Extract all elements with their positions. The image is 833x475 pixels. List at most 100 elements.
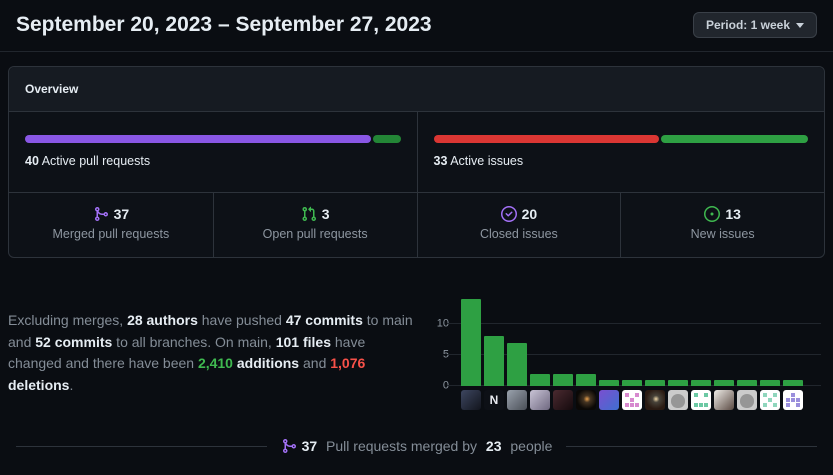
- commit-bar-8: [622, 380, 642, 386]
- stat-new-issues[interactable]: 13 New issues: [620, 193, 824, 257]
- identicon-pattern: [786, 393, 800, 407]
- merged-pull-requests-footer: 37 Pull requests merged by 23 people: [16, 438, 817, 454]
- octocat-default-avatar-icon: [740, 394, 754, 408]
- activity-summary-segment: 1,076: [330, 355, 366, 371]
- activity-summary-segment: and: [299, 355, 331, 371]
- active-pull-requests-label: 40 Active pull requests: [25, 154, 401, 168]
- commit-bar-13: [737, 380, 757, 386]
- commit-bar-2: [484, 336, 504, 386]
- activity-summary-segment: deletions: [8, 376, 70, 393]
- activity-summary-segment: 101 files: [275, 333, 331, 350]
- author-avatar-14[interactable]: [760, 390, 780, 410]
- active-issues-label-segment: 33: [433, 154, 448, 168]
- footer-summary-segment: Pull requests merged by: [322, 438, 481, 454]
- identicon-pattern: [694, 393, 708, 407]
- stat-merged-pull-requests-label: Merged pull requests: [52, 227, 170, 241]
- overview-panel-title: Overview: [9, 67, 824, 112]
- author-avatar-5[interactable]: [553, 390, 573, 410]
- chart-plot-column: N: [447, 288, 821, 410]
- author-avatar-8[interactable]: [622, 390, 642, 410]
- main-content: Excluding merges, 28 authors have pushed…: [8, 288, 825, 410]
- stat-merged-pull-requests-value: 37: [17, 206, 205, 222]
- issues-bar-new-segment: [661, 135, 808, 143]
- overview-panel: Overview 40 Active pull requests 33 Acti…: [8, 66, 825, 258]
- footer-divider-right: [566, 445, 817, 447]
- commit-bar-12: [714, 380, 734, 386]
- author-avatar-4[interactable]: [530, 390, 550, 410]
- activity-summary-segment: additions: [232, 355, 300, 371]
- footer-summary-segment: 23: [485, 438, 502, 454]
- pull-requests-bar-merged-segment: [25, 135, 371, 143]
- activity-summary-segment: 52 commits: [35, 333, 113, 350]
- commit-bar-14: [760, 380, 780, 386]
- y-tick-label-0: 0: [442, 379, 449, 392]
- activity-summary-segment: have changed and there have been: [8, 333, 366, 372]
- overview-stats-row: 37 Merged pull requests 3 Open pull request…: [9, 192, 824, 257]
- period-dropdown-button[interactable]: Period: 1 week: [692, 12, 817, 38]
- active-issues-label-segment: Active issues: [447, 154, 524, 168]
- author-avatar-7[interactable]: [599, 390, 619, 410]
- octocat-default-avatar-icon: [671, 394, 685, 408]
- stat-closed-issues-value: 20: [426, 206, 613, 222]
- chart-plot-area: [447, 288, 821, 386]
- commit-bar-4: [530, 374, 550, 386]
- commit-bar-11: [691, 380, 711, 386]
- author-avatar-15[interactable]: [783, 390, 803, 410]
- author-avatar-6[interactable]: [576, 390, 596, 410]
- stat-closed-issues[interactable]: 20 Closed issues: [416, 193, 621, 257]
- stat-merged-pull-requests-count: 37: [113, 206, 130, 222]
- overview-bars: 40 Active pull requests 33 Active issues: [9, 112, 824, 192]
- activity-summary-segment: to main and: [8, 312, 413, 350]
- git-merge-icon: [282, 439, 296, 453]
- commits-bar-chart: 0 5 10 N: [431, 288, 821, 410]
- stat-new-issues-count: 13: [725, 206, 741, 222]
- author-avatar-11[interactable]: [691, 390, 711, 410]
- active-issues-label: 33 Active issues: [434, 154, 809, 168]
- author-avatar-12[interactable]: [714, 390, 734, 410]
- identicon-pattern: [763, 393, 777, 407]
- stat-closed-issues-count: 20: [521, 206, 538, 222]
- git-pull-request-icon: [302, 206, 316, 222]
- author-avatar-9[interactable]: [645, 390, 665, 410]
- stat-open-pull-requests[interactable]: 3 Open pull requests: [212, 193, 417, 257]
- stat-open-pull-requests-value: 3: [222, 206, 409, 222]
- issues-progress-bar: [433, 135, 808, 143]
- stat-merged-pull-requests[interactable]: 37 Merged pull requests: [9, 193, 213, 257]
- chart-y-axis: 0 5 10: [431, 288, 453, 391]
- commit-bar-7: [599, 380, 619, 386]
- activity-summary-segment: Excluding merges,: [8, 312, 128, 328]
- commit-bar-3: [507, 343, 527, 386]
- author-avatars-row: N: [453, 390, 821, 410]
- footer-summary-segment: 37: [301, 438, 318, 454]
- author-avatar-3[interactable]: [507, 390, 527, 410]
- activity-summary-segment: 28 authors: [127, 312, 198, 328]
- gridline-y-10: [447, 323, 821, 324]
- active-pull-requests-label-segment: Active pull requests: [38, 154, 151, 168]
- page-header: September 20, 2023 – September 27, 2023 …: [0, 0, 833, 52]
- period-label: Period: 1 week: [705, 18, 790, 32]
- activity-summary-segment: 47 commits: [285, 312, 363, 328]
- commit-bar-6: [576, 374, 596, 386]
- activity-summary-text: Excluding merges, 28 authors have pushed…: [8, 310, 420, 410]
- issue-closed-icon: [500, 206, 517, 222]
- footer-divider-left: [16, 445, 267, 447]
- pull-requests-progress-bar: [25, 135, 401, 143]
- pull-requests-bar-open-segment: [372, 135, 401, 143]
- bars-group: [461, 299, 803, 386]
- activity-summary-segment: 2,410: [197, 355, 233, 371]
- issues-bar-closed-segment: [433, 135, 660, 143]
- issue-opened-icon: [704, 206, 721, 222]
- footer-summary-segment: people: [506, 438, 553, 454]
- gridline-y-5: [447, 354, 821, 355]
- author-avatar-2[interactable]: N: [484, 390, 504, 410]
- stat-open-pull-requests-count: 3: [321, 206, 330, 222]
- activity-summary-segment: to all branches. On main,: [112, 333, 276, 350]
- author-avatar-1[interactable]: [461, 390, 481, 410]
- author-avatar-10[interactable]: [668, 390, 688, 410]
- author-avatar-13[interactable]: [737, 390, 757, 410]
- commit-bar-10: [668, 380, 688, 386]
- stat-open-pull-requests-label: Open pull requests: [262, 227, 368, 241]
- commit-bar-9: [645, 380, 665, 386]
- active-pull-requests-section: 40 Active pull requests: [9, 112, 417, 192]
- stat-new-issues-label: New issues: [690, 227, 755, 241]
